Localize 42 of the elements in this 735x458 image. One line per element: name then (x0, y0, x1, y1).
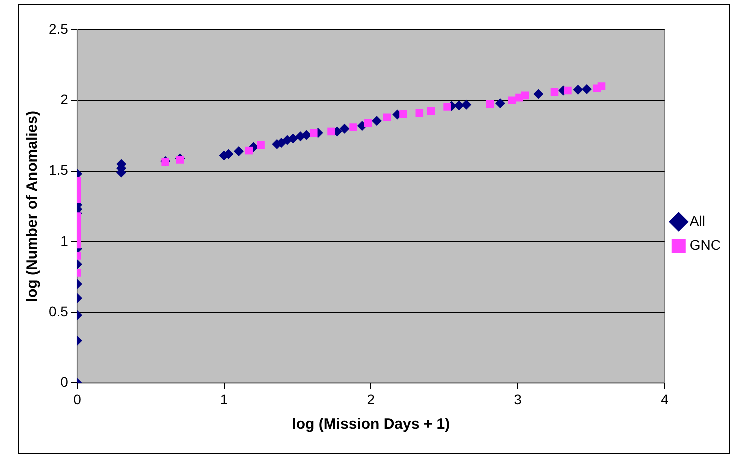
point (176, 156, 184, 164)
point (310, 129, 318, 138)
x-tick-label: 1 (220, 391, 228, 408)
point (364, 119, 372, 128)
y-tick-label: 1 (60, 232, 69, 249)
point (564, 86, 572, 95)
x-tick-label: 3 (514, 391, 522, 408)
point (521, 92, 530, 100)
point (234, 146, 244, 156)
point (454, 100, 464, 111)
point (428, 107, 436, 116)
legend-label: GNC (690, 236, 722, 253)
point (598, 82, 606, 90)
point (462, 100, 472, 110)
point (328, 128, 336, 136)
point (444, 103, 452, 111)
point (486, 100, 494, 108)
point (372, 116, 382, 126)
point (573, 85, 584, 96)
point (495, 98, 506, 108)
y-axis-title: log (Number of Anomalies) (24, 111, 42, 302)
legend-label: All (690, 212, 706, 229)
x-tick-label: 2 (367, 391, 376, 408)
y-tick-label: 2.5 (48, 20, 69, 37)
point (534, 89, 544, 100)
point (245, 146, 254, 155)
point (288, 134, 298, 144)
x-axis-title: log (Mission Days + 1) (292, 416, 450, 434)
point (350, 124, 358, 132)
point (340, 124, 350, 134)
y-tick-label: 0 (60, 374, 69, 390)
y-tick-label: 2 (60, 92, 69, 108)
point (550, 88, 559, 96)
x-tick-label: 4 (660, 391, 669, 408)
x-tick-label: 0 (74, 391, 82, 408)
point (257, 141, 265, 150)
point (383, 114, 392, 122)
point (582, 84, 592, 94)
y-tick-label: 0.5 (48, 303, 69, 320)
y-tick-label: 1.5 (48, 162, 69, 178)
point (400, 110, 408, 118)
point (416, 109, 424, 118)
